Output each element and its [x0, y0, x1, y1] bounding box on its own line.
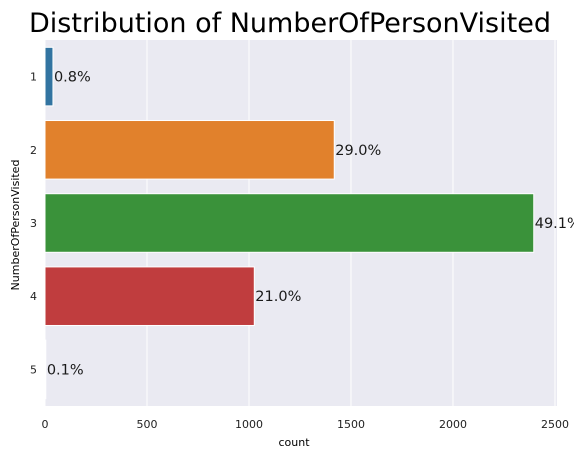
y-ticks: 1 2 3 4 5: [30, 71, 37, 377]
x-tick-label-0: 0: [42, 418, 49, 431]
y-tick-label-4: 4: [30, 290, 37, 303]
y-tick-label-2: 2: [30, 144, 37, 157]
x-axis-label: count: [278, 436, 310, 449]
data-label-1: 0.8%: [54, 70, 91, 86]
bar-5: [44, 339, 47, 400]
x-tick-label-4: 2000: [439, 418, 467, 431]
x-tick-label-5: 2500: [541, 418, 569, 431]
data-label-3: 49.1%: [535, 216, 574, 232]
x-tick-label-3: 1500: [337, 418, 365, 431]
y-tick-label-1: 1: [30, 71, 37, 84]
x-tick-label-2: 1000: [235, 418, 263, 431]
x-ticks: 0 500 1000 1500 2000 2500: [42, 418, 569, 431]
chart-title: Distribution of NumberOfPersonVisited: [29, 8, 551, 39]
y-tick-label-5: 5: [30, 363, 37, 376]
y-tick-label-3: 3: [30, 217, 37, 230]
bars: [44, 46, 535, 400]
data-label-5: 0.1%: [47, 362, 84, 378]
bar-2: [44, 120, 335, 180]
y-axis-label: NumberOfPersonVisited: [9, 160, 22, 291]
data-label-2: 29.0%: [335, 143, 381, 159]
bar-4: [44, 266, 255, 326]
data-labels: 0.8% 29.0% 49.1% 21.0% 0.1%: [47, 70, 574, 379]
data-label-4: 21.0%: [255, 289, 301, 305]
bar-3: [44, 193, 535, 253]
bar-1: [44, 46, 54, 107]
x-tick-label-1: 500: [136, 418, 157, 431]
